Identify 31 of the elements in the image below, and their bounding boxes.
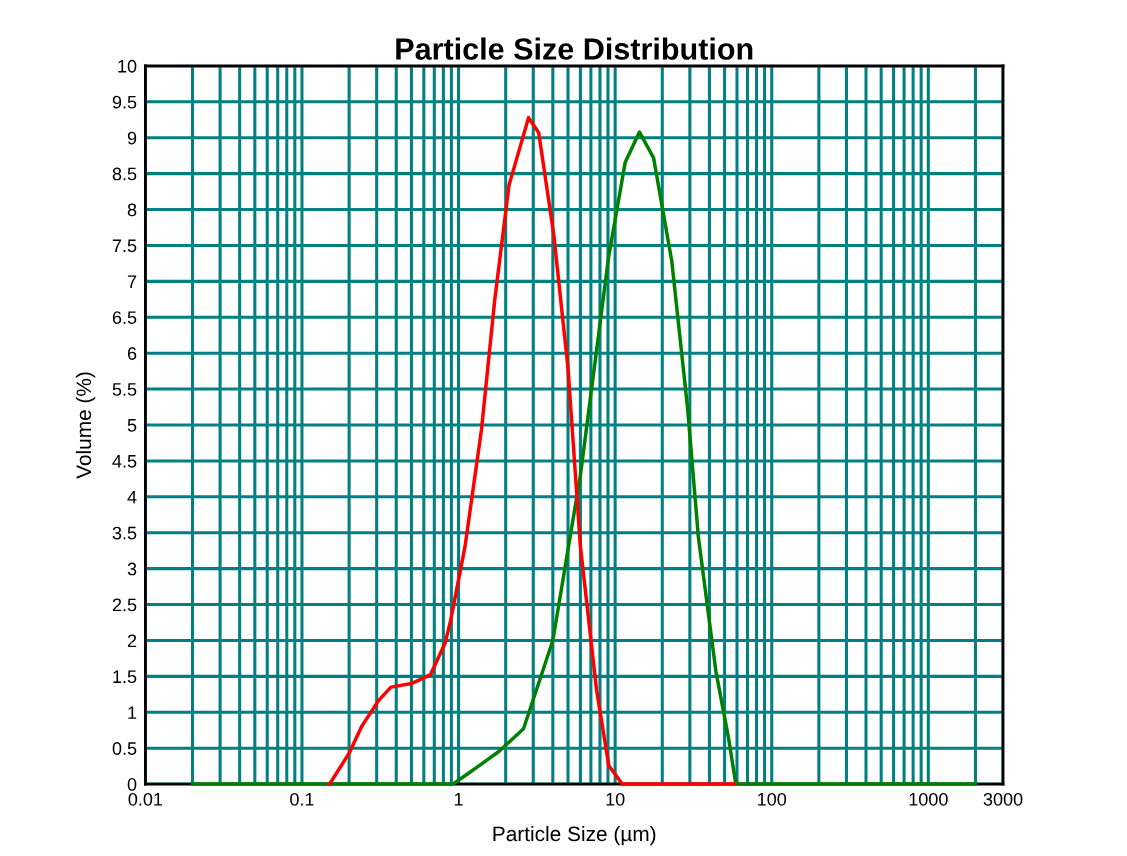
- y-tick-label: 0: [127, 778, 137, 791]
- y-tick-label: 8: [127, 203, 137, 217]
- x-tick-label: 3000: [983, 792, 1023, 806]
- y-tick-label: 4: [127, 490, 137, 504]
- y-tick-label: 4.5: [112, 455, 137, 468]
- y-tick-label: 10: [118, 59, 137, 73]
- x-axis-title: Particle Size (µm): [493, 825, 656, 846]
- y-tick-label: 2.5: [112, 598, 137, 612]
- x-tick-label: 100: [758, 792, 787, 806]
- y-tick-label: 0.5: [112, 742, 137, 755]
- y-tick-label: 6.5: [112, 311, 137, 324]
- x-tick-label: 1: [454, 793, 463, 806]
- chart-title: Particle Size Distribution: [396, 37, 753, 60]
- x-tick-label: 0.1: [290, 792, 314, 806]
- x-tick-label: 10: [606, 792, 625, 806]
- y-tick-label: 9: [127, 131, 137, 145]
- y-tick-label: 6: [127, 347, 137, 360]
- y-tick-label: 3: [127, 562, 137, 576]
- y-tick-label: 5: [127, 419, 137, 432]
- x-tick-label: 0.01: [128, 792, 163, 806]
- y-tick-label: 8.5: [112, 167, 137, 181]
- y-tick-label: 3.5: [112, 526, 137, 540]
- y-tick-label: 1.5: [113, 670, 137, 684]
- y-axis-title: Volume (%): [75, 372, 96, 479]
- x-tick-label: 1000: [909, 792, 948, 806]
- y-tick-label: 1: [128, 706, 137, 719]
- y-tick-label: 9.5: [112, 95, 137, 109]
- y-tick-label: 5.5: [112, 383, 137, 396]
- y-tick-label: 7.5: [112, 239, 137, 253]
- y-tick-label: 2: [127, 634, 137, 647]
- y-tick-label: 7: [127, 275, 137, 288]
